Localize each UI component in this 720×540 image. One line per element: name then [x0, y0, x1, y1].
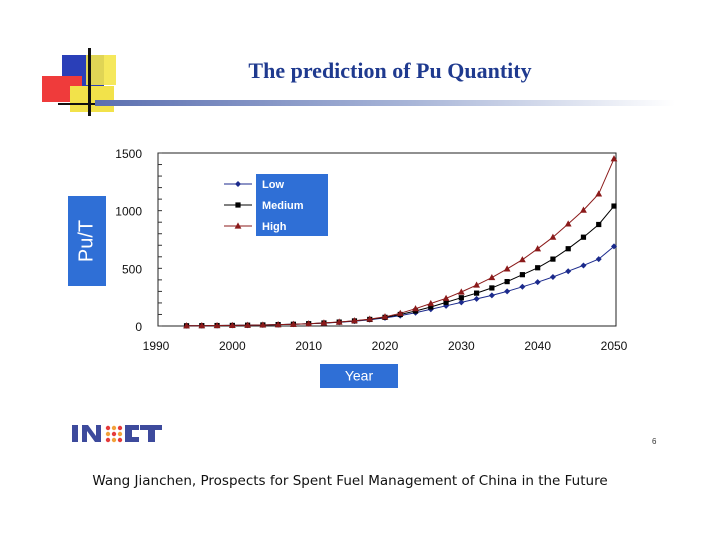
data-point-high — [503, 265, 511, 272]
x-axis-label-text: Year — [345, 368, 374, 384]
data-point-high — [580, 206, 587, 213]
x-tick-label: 2000 — [219, 339, 246, 353]
legend-label-medium: Medium — [262, 200, 304, 212]
inet-logo — [72, 425, 162, 443]
decor-horizontal-line — [58, 103, 118, 105]
data-point-medium — [565, 246, 571, 252]
x-tick-label: 2040 — [524, 339, 551, 353]
data-point-low — [565, 268, 572, 275]
data-point-low — [488, 292, 495, 299]
x-tick-label: 2020 — [372, 339, 399, 353]
series-layer — [183, 155, 618, 329]
y-tick-labels: 0 500 1000 1500 — [115, 147, 142, 334]
data-point-high — [412, 305, 419, 312]
x-tick-label: 1990 — [143, 339, 170, 353]
data-point-high — [427, 299, 435, 307]
data-point-low — [549, 273, 556, 280]
y-minor-ticks — [158, 152, 162, 327]
data-point-medium — [443, 299, 449, 305]
x-axis-label-box — [320, 364, 398, 388]
data-point-high — [290, 320, 297, 327]
data-point-medium — [535, 265, 541, 271]
data-point-medium — [458, 295, 464, 301]
legend-marker-medium — [235, 202, 241, 208]
legend-box — [256, 174, 328, 236]
data-point-low — [595, 256, 602, 263]
legend-marker-low — [235, 181, 241, 187]
data-point-medium — [489, 285, 495, 291]
x-tick-label: 2030 — [448, 339, 475, 353]
data-point-high — [335, 318, 343, 325]
data-point-high — [213, 321, 221, 329]
data-point-high — [183, 322, 190, 329]
y-tick-label: 1500 — [115, 147, 142, 161]
slide-title: The prediction of Pu Quantity — [248, 58, 532, 83]
y-tick-label: 1000 — [115, 205, 142, 219]
data-point-high — [274, 321, 282, 328]
x-tick-labels: 1990 2000 2010 2020 2030 2040 2050 — [143, 339, 628, 353]
data-point-high — [320, 319, 328, 326]
data-point-low — [519, 283, 526, 290]
data-point-high — [259, 321, 267, 328]
data-point-high — [534, 245, 542, 252]
data-point-high — [351, 317, 358, 324]
data-point-low — [611, 243, 617, 250]
data-point-medium — [519, 272, 525, 278]
data-point-medium — [596, 221, 602, 228]
plot-area — [157, 152, 617, 327]
y-tick-label: 0 — [135, 320, 142, 334]
data-point-medium — [474, 290, 480, 296]
data-point-high — [228, 321, 236, 329]
data-point-low — [580, 262, 587, 269]
y-axis-label-text: Pu/T — [75, 220, 97, 262]
data-point-high — [519, 256, 526, 263]
data-point-high — [198, 322, 206, 329]
title-underline — [95, 100, 675, 106]
y-axis-label: Pu/T — [68, 196, 106, 286]
data-point-high — [457, 288, 465, 295]
legend-marker-high — [234, 222, 242, 229]
x-tick-label: 2050 — [601, 339, 628, 353]
data-point-high — [610, 155, 618, 162]
data-point-low — [458, 299, 465, 306]
decor-yellow-square — [86, 55, 116, 85]
data-point-medium — [580, 234, 587, 240]
y-tick-label: 500 — [122, 262, 142, 276]
y-axis-label-box — [68, 196, 106, 286]
decor-vertical-line — [88, 48, 91, 116]
data-point-high — [396, 309, 404, 316]
data-point-low — [534, 279, 541, 286]
data-point-high — [381, 313, 389, 320]
series-high — [183, 155, 618, 329]
data-point-medium — [504, 278, 510, 285]
data-point-low — [504, 288, 511, 295]
data-point-high — [366, 315, 374, 322]
data-point-high — [442, 294, 450, 301]
legend-label-high: High — [262, 221, 287, 233]
data-point-high — [473, 281, 480, 288]
x-tick-label: 2010 — [295, 339, 322, 353]
data-point-medium — [611, 203, 617, 209]
footer-citation: Wang Jianchen, Prospects for Spent Fuel … — [92, 473, 608, 489]
data-point-medium — [550, 256, 556, 262]
page-number: 6 — [652, 437, 657, 446]
data-point-high — [595, 190, 603, 197]
legend: Low Medium High — [224, 174, 328, 236]
decor-yellow-square-lower — [70, 86, 114, 112]
legend-items: Low Medium High — [224, 179, 304, 233]
legend-label-low: Low — [262, 179, 284, 191]
data-point-medium — [428, 304, 434, 310]
data-point-high — [564, 220, 572, 227]
x-axis-label: Year — [320, 364, 398, 388]
data-point-high — [244, 321, 251, 328]
data-point-high — [488, 273, 496, 281]
data-point-low — [473, 295, 480, 302]
data-point-high — [549, 233, 557, 240]
data-point-high — [305, 320, 313, 327]
